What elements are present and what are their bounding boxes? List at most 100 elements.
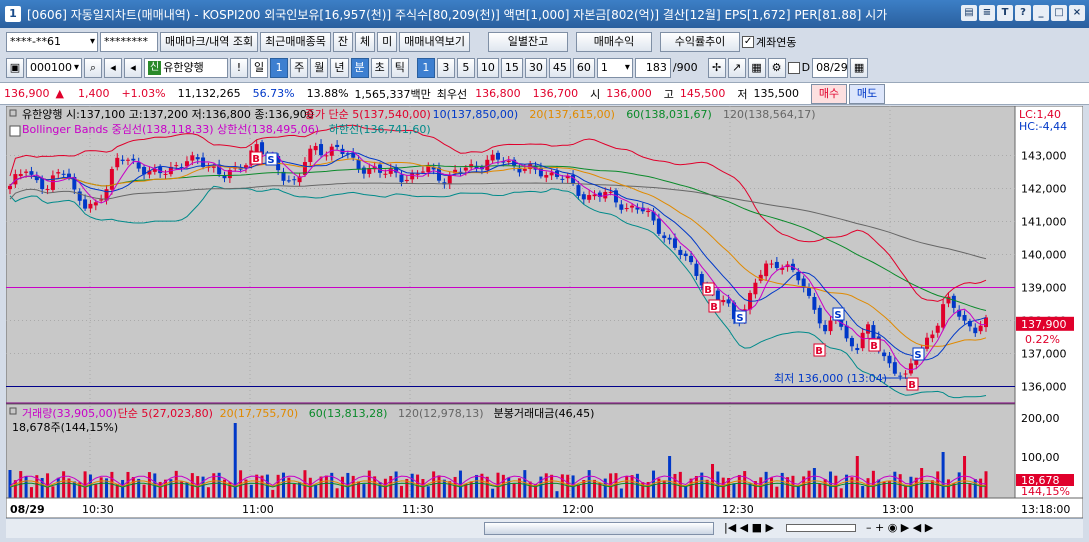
volume-bar bbox=[437, 475, 441, 498]
candle-body bbox=[828, 320, 833, 332]
save-icon[interactable]: ▦ bbox=[747, 57, 766, 78]
interval-select[interactable]: 1 bbox=[596, 57, 633, 78]
interval-3[interactable]: 3 bbox=[436, 57, 455, 78]
buy-button[interactable]: 매수 bbox=[811, 83, 848, 104]
scroll-thumb[interactable] bbox=[484, 522, 714, 535]
zoom-slider[interactable] bbox=[786, 524, 856, 532]
help-icon[interactable]: ? bbox=[1015, 5, 1031, 21]
interval-10[interactable]: 10 bbox=[476, 57, 499, 78]
period-second[interactable]: 초 bbox=[370, 57, 389, 78]
candle-body bbox=[383, 173, 388, 175]
profit-rate-button[interactable]: 수익률추이 bbox=[660, 32, 741, 52]
unfilled-button[interactable]: 미 bbox=[377, 32, 398, 52]
date-input[interactable]: 08/29 bbox=[812, 57, 849, 78]
chart-scrollbar[interactable]: |◀ ◀ ■ ▶ – + ◉ ▶ ◀ ▶ bbox=[6, 518, 1083, 538]
minimize-icon[interactable]: _ bbox=[1033, 5, 1049, 21]
interval-5[interactable]: 5 bbox=[456, 57, 475, 78]
volume-bar bbox=[796, 485, 800, 498]
volume-bar bbox=[973, 479, 977, 498]
candle-body bbox=[211, 166, 216, 168]
playback-controls[interactable]: |◀ ◀ ■ ▶ bbox=[724, 521, 774, 534]
crosshair-icon[interactable]: ✢ bbox=[707, 57, 726, 78]
price-chart[interactable]: 143,000142,000141,000140,000139,000138,0… bbox=[6, 106, 1083, 518]
period-tick[interactable]: 틱 bbox=[390, 57, 409, 78]
period-year[interactable]: 년 bbox=[330, 57, 349, 78]
volume-bar bbox=[882, 481, 886, 498]
candle-body bbox=[892, 362, 897, 374]
menu-icon[interactable]: ≡ bbox=[979, 5, 995, 21]
count-input[interactable]: 183 bbox=[634, 57, 671, 78]
balance-button[interactable]: 잔 bbox=[332, 32, 354, 52]
interval-30[interactable]: 30 bbox=[524, 57, 547, 78]
candle-body bbox=[587, 195, 592, 200]
date-checkbox[interactable]: D bbox=[787, 61, 810, 74]
volume-bar bbox=[957, 472, 961, 498]
chart-type-icon[interactable]: ▣ bbox=[6, 57, 24, 78]
price-legend-item: 60(138,031,67) bbox=[626, 108, 712, 121]
prev-stock-icon[interactable]: ◂ bbox=[124, 57, 142, 78]
period-minute[interactable]: 분 bbox=[350, 57, 369, 78]
volume-bar bbox=[405, 478, 409, 498]
volume-bar bbox=[281, 472, 285, 498]
candle-body bbox=[447, 174, 452, 185]
daily-balance-button[interactable]: 일별잔고 bbox=[488, 32, 569, 52]
candle-body bbox=[608, 191, 613, 193]
close-icon[interactable]: × bbox=[1069, 5, 1085, 21]
period-week[interactable]: 주 bbox=[290, 57, 309, 78]
ma120-line bbox=[9, 182, 987, 260]
title-icons: ▤ ≡ T ? _ □ × bbox=[961, 5, 1085, 21]
volume-bar bbox=[40, 478, 44, 498]
filled-button[interactable]: 체 bbox=[355, 32, 376, 52]
interval-1[interactable]: 1 bbox=[416, 57, 435, 78]
volume-bar bbox=[791, 475, 795, 498]
price-legend-item: 유한양행 시:137,100 고:137,200 저:136,800 종:136… bbox=[22, 108, 314, 121]
stock-name-field[interactable]: 신 유한양행 bbox=[144, 57, 228, 78]
search-icon[interactable]: ⌕ bbox=[84, 57, 102, 78]
alert-button[interactable]: ! bbox=[230, 57, 248, 78]
volume-bar bbox=[850, 477, 854, 498]
code-select[interactable]: 000100 bbox=[26, 57, 82, 78]
trade-profit-button[interactable]: 매매수익 bbox=[576, 32, 653, 52]
candle-body bbox=[66, 173, 71, 179]
account-select[interactable]: ****-**61 bbox=[6, 32, 98, 52]
mark-query-button[interactable]: 매매마크/내역 조회 bbox=[160, 32, 259, 52]
vol-tick-label: 100,00 bbox=[1021, 451, 1060, 464]
period-num[interactable]: 1 bbox=[270, 57, 289, 78]
volume-bar bbox=[721, 477, 725, 498]
volume-ratio: 56.73% bbox=[252, 87, 295, 100]
interval-15[interactable]: 15 bbox=[500, 57, 523, 78]
period-month[interactable]: 월 bbox=[310, 57, 329, 78]
candle-body bbox=[372, 166, 377, 170]
period-day[interactable]: 일 bbox=[250, 57, 269, 78]
layout-icon[interactable]: ▤ bbox=[961, 5, 977, 21]
volume-bar bbox=[593, 479, 597, 498]
speaker-icon[interactable]: ◂ bbox=[104, 57, 122, 78]
gear-icon[interactable]: ⚙ bbox=[767, 57, 786, 78]
volume-bar bbox=[308, 477, 312, 498]
sell-button[interactable]: 매도 bbox=[849, 83, 886, 104]
candle-body bbox=[388, 168, 393, 174]
volume-bar bbox=[399, 485, 403, 498]
volume-bar bbox=[442, 479, 446, 498]
date-checkbox-box[interactable] bbox=[787, 61, 800, 74]
recent-trades-button[interactable]: 최근매매종목 bbox=[260, 32, 331, 52]
password-input[interactable]: ******** bbox=[100, 32, 158, 52]
volume-bar bbox=[206, 487, 210, 498]
trade-history-button[interactable]: 매매내역보기 bbox=[399, 32, 471, 52]
calendar-icon[interactable]: ▦ bbox=[850, 57, 869, 78]
ma10-line bbox=[9, 152, 987, 361]
interval-60[interactable]: 60 bbox=[572, 57, 595, 78]
draw-icon[interactable]: ↗ bbox=[727, 57, 746, 78]
candle-body bbox=[415, 173, 420, 175]
maximize-icon[interactable]: □ bbox=[1051, 5, 1067, 21]
account-link-checkbox[interactable]: ✓ 계좌연동 bbox=[742, 34, 797, 50]
text-icon[interactable]: T bbox=[997, 5, 1013, 21]
checkbox-box[interactable]: ✓ bbox=[742, 36, 755, 48]
price-tick-label: 139,000 bbox=[1021, 282, 1067, 295]
zoom-icons[interactable]: – + ◉ ▶ ◀ ▶ bbox=[866, 521, 934, 534]
lc-label: LC:1,40 bbox=[1019, 108, 1061, 121]
x-axis-label: 13:00 bbox=[882, 503, 914, 516]
candle-body bbox=[394, 167, 399, 173]
volume-bar bbox=[147, 472, 151, 498]
interval-45[interactable]: 45 bbox=[548, 57, 571, 78]
